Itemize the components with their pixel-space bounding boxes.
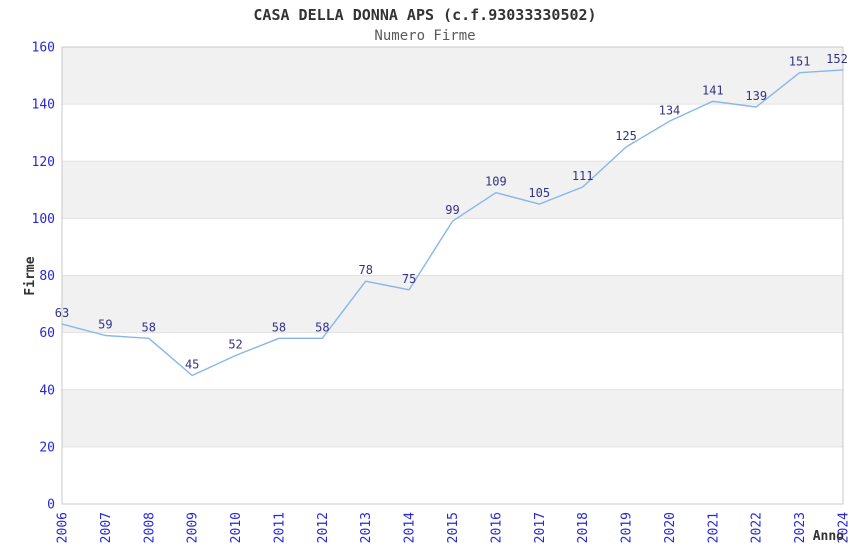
y-tick-label: 120 [32,155,55,170]
value-label: 134 [659,103,681,117]
value-label: 45 [185,357,199,371]
y-tick-label: 0 [47,498,55,513]
x-tick-label: 2009 [186,512,201,543]
x-tick-label: 2022 [750,512,765,543]
plot-band [62,275,843,333]
x-tick-label: 2013 [359,512,374,543]
plot-band [62,47,843,105]
plot-border [61,46,844,505]
chart-title: CASA DELLA DONNA APS (c.f.93033330502) [253,6,597,24]
value-label: 59 [98,317,112,331]
x-tick-label: 2017 [533,512,548,543]
x-tick-label: 2007 [99,512,114,543]
x-tick-label: 2018 [576,512,591,543]
y-tick-label: 40 [39,383,55,398]
x-tick-label: 2019 [620,512,635,543]
value-label: 151 [789,55,811,69]
x-tick-label: 2024 [837,512,850,543]
value-label: 78 [358,263,372,277]
y-tick-label: 80 [39,269,55,284]
x-tick-label: 2006 [56,512,71,543]
x-tick-label: 2012 [316,512,331,543]
value-label: 105 [528,186,550,200]
x-axis-label: Anno [812,529,844,544]
value-label: 99 [445,203,459,217]
x-tick-label: 2014 [403,512,418,543]
x-tick-label: 2023 [793,512,808,543]
y-tick-label: 20 [39,440,55,455]
x-tick-label: 2010 [229,512,244,543]
x-tick-label: 2016 [489,512,504,543]
y-tick-label: 140 [32,98,55,113]
plot-band [62,218,843,276]
value-label: 141 [702,83,724,97]
y-tick-label: 100 [32,212,55,227]
value-label: 75 [402,272,416,286]
x-tick-label: 2021 [706,512,721,543]
value-label: 109 [485,175,507,189]
value-label: 111 [572,169,594,183]
x-tick-label: 2011 [272,512,287,543]
value-label: 58 [315,320,329,334]
plot-band [62,389,843,447]
line-series [61,69,844,377]
value-label: 52 [228,337,242,351]
y-tick-label: 60 [39,326,55,341]
x-tick-label: 2008 [142,512,157,543]
plot-band [62,161,843,219]
plot-band [62,332,843,390]
value-label: 152 [826,52,848,66]
value-label: 63 [55,306,69,320]
value-label: 125 [615,129,637,143]
x-tick-label: 2020 [663,512,678,543]
value-label: 58 [272,320,286,334]
y-tick-label: 160 [32,41,55,56]
plot-band [62,446,843,504]
x-tick-label: 2015 [446,512,461,543]
chart-subtitle: Numero Firme [374,28,476,44]
plot-band [62,104,843,162]
value-label: 58 [142,320,156,334]
value-label: 139 [745,89,767,103]
